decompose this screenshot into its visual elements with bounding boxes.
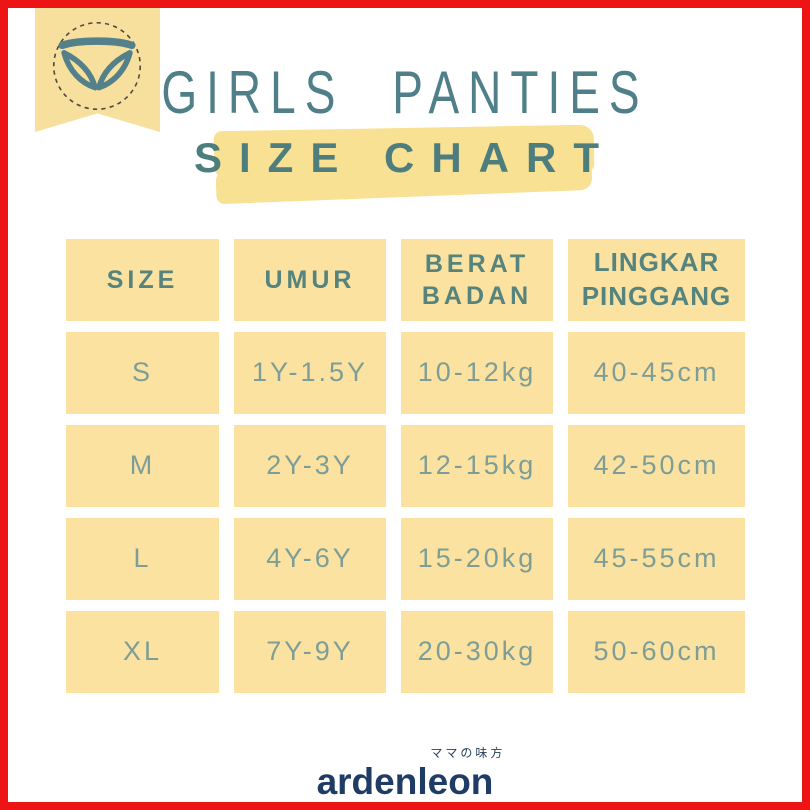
cell-berat-s: 10-12kg (401, 332, 553, 414)
cell-lingkar-s: 40-45cm (568, 332, 745, 414)
page-title: GIRLS PANTIES (161, 57, 649, 126)
cell-umur-m: 2Y-3Y (234, 425, 386, 507)
cell-berat-l: 15-20kg (401, 518, 553, 600)
brand-footer: ママの味方 ardenleon (8, 744, 802, 802)
header-cell-umur: UMUR (234, 239, 386, 321)
brand-ribbon (35, 8, 160, 132)
cell-lingkar-l: 45-55cm (568, 518, 745, 600)
panties-icon (52, 21, 142, 111)
cell-size-m: M (66, 425, 219, 507)
cell-size-l: L (66, 518, 219, 600)
page-subtitle: SIZE CHART (194, 134, 616, 181)
cell-umur-l: 4Y-6Y (234, 518, 386, 600)
cell-berat-m: 12-15kg (401, 425, 553, 507)
header-cell-berat-badan: BERAT BADAN (401, 239, 553, 321)
cell-size-s: S (66, 332, 219, 414)
cell-umur-s: 1Y-1.5Y (234, 332, 386, 414)
cell-size-xl: XL (66, 611, 219, 693)
header-cell-lingkar-pinggang: LINGKAR PINGGANG (568, 239, 745, 321)
subtitle-banner: SIZE CHART (8, 120, 802, 212)
cell-umur-xl: 7Y-9Y (234, 611, 386, 693)
cell-lingkar-m: 42-50cm (568, 425, 745, 507)
cell-lingkar-xl: 50-60cm (568, 611, 745, 693)
brand-logo: ardenleon (316, 761, 494, 802)
cell-berat-xl: 20-30kg (401, 611, 553, 693)
header-cell-size: SIZE (66, 239, 219, 321)
brand-tagline-jp: ママの味方 (430, 746, 506, 760)
size-table: SIZE UMUR BERAT BADAN LINGKAR PINGGANG S… (66, 239, 745, 693)
